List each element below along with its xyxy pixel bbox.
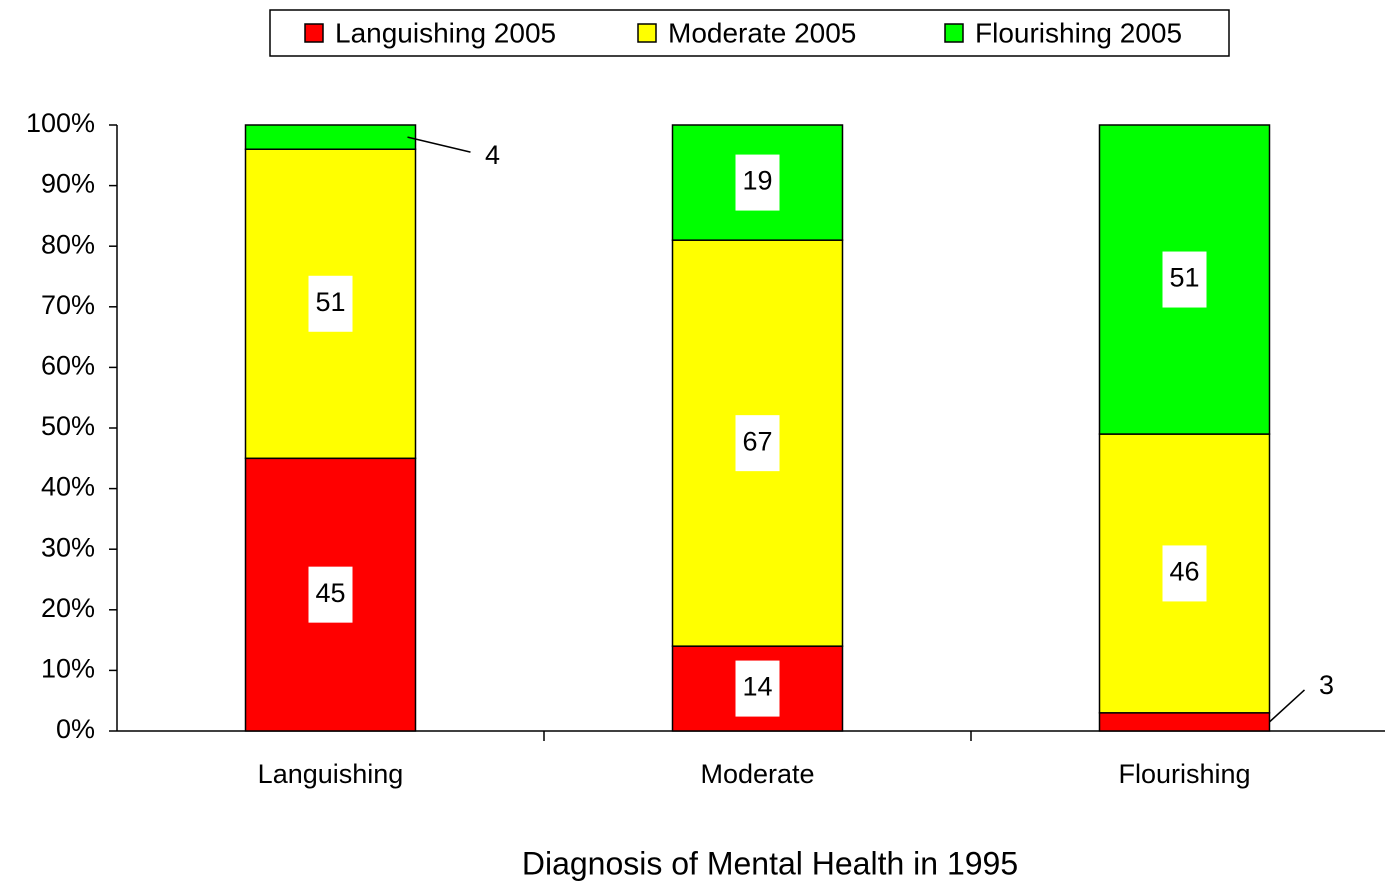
y-tick-label: 50% [41, 411, 95, 441]
bar-segment [244, 124, 417, 150]
data-label: 46 [1169, 557, 1199, 587]
data-label: 19 [742, 166, 772, 196]
data-label-bg [1162, 545, 1207, 602]
data-label: 3 [1319, 670, 1334, 700]
data-label: 14 [742, 672, 772, 702]
y-tick-label: 80% [41, 229, 95, 259]
y-tick-label: 30% [41, 532, 95, 562]
legend-label: Moderate 2005 [668, 17, 856, 48]
x-tick-label: Languishing [258, 759, 404, 789]
data-label: 4 [485, 140, 500, 170]
x-axis-label: Diagnosis of Mental Health in 1995 [522, 845, 1018, 881]
legend-label: Languishing 2005 [335, 17, 556, 48]
y-tick-label: 100% [26, 108, 95, 138]
x-tick-label: Flourishing [1118, 759, 1250, 789]
legend-box [269, 9, 1230, 57]
data-label-bg [308, 566, 353, 623]
data-label: 67 [742, 426, 772, 456]
legend-label: Flourishing 2005 [975, 17, 1182, 48]
data-label: 45 [315, 578, 345, 608]
leader-line [407, 136, 471, 153]
y-tick-label: 60% [41, 351, 95, 381]
data-label-bg [735, 154, 780, 211]
data-label: 51 [1169, 263, 1199, 293]
legend-swatch [944, 23, 964, 43]
legend-swatch [637, 23, 657, 43]
legend-swatch [304, 23, 324, 43]
y-tick-label: 40% [41, 472, 95, 502]
y-tick-label: 0% [56, 714, 95, 744]
data-label: 51 [315, 287, 345, 317]
bar-segment [1098, 712, 1271, 732]
data-label-bg [1162, 251, 1207, 308]
x-tick-label: Moderate [700, 759, 814, 789]
data-label-bg [735, 415, 780, 472]
data-label-bg [308, 275, 353, 332]
y-tick-label: 10% [41, 654, 95, 684]
leader-line [1268, 689, 1306, 723]
y-tick-label: 90% [41, 169, 95, 199]
y-tick-label: 70% [41, 290, 95, 320]
data-label-bg [735, 660, 780, 717]
y-tick-label: 20% [41, 593, 95, 623]
